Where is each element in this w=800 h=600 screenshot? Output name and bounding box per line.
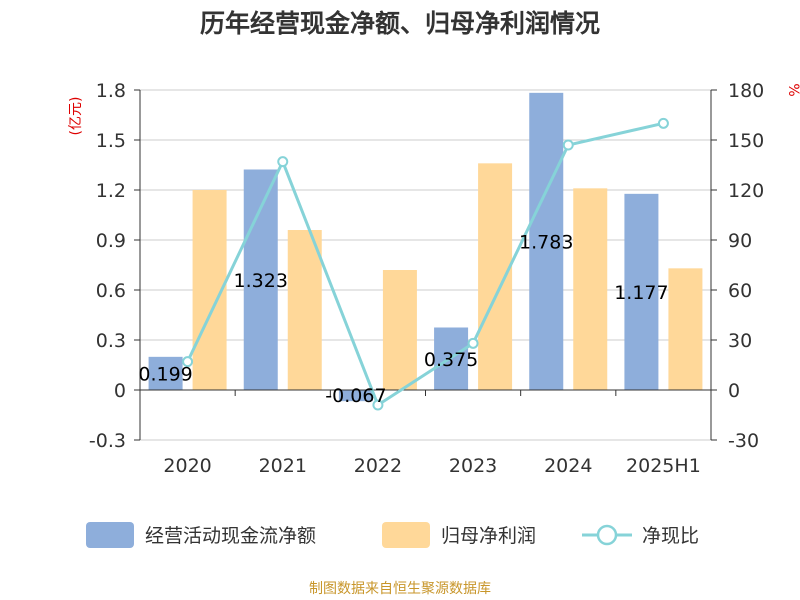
- ratio-line-group: [182, 117, 669, 411]
- y-right-tick-label: 90: [728, 230, 752, 252]
- ratio-point: [562, 139, 574, 151]
- y-left-unit: (亿元): [68, 97, 84, 136]
- legend-item-profit[interactable]: 归母净利润: [382, 522, 536, 548]
- profit-bar: [478, 163, 513, 390]
- legend-label-profit: 归母净利润: [441, 525, 536, 547]
- y-left-tick-label: 0.6: [96, 280, 126, 302]
- profit-bar: [382, 270, 417, 390]
- cash-bar: [624, 193, 659, 390]
- cash-bar-value-label: 0.199: [138, 363, 192, 385]
- ratio-point: [657, 117, 669, 129]
- profit-bar: [573, 188, 608, 390]
- legend-swatch-profit: [382, 522, 430, 548]
- x-tick-label: 2023: [449, 455, 497, 477]
- y-right-tick-label: 30: [728, 330, 752, 352]
- chart-title: 历年经营现金净额、归母净利润情况: [200, 9, 600, 38]
- y-right-unit: %: [785, 83, 800, 96]
- legend-label-cash: 经营活动现金流净额: [145, 525, 316, 547]
- legend-item-cash[interactable]: 经营活动现金流净额: [86, 522, 316, 548]
- y-left-tick-label: 1.5: [96, 130, 126, 152]
- axes: 1.8 1.5 1.2 0.9 0.6 0.3 0 -0.3 180 150 120 90 60 30 0 -…: [89, 80, 764, 477]
- ratio-line: [186, 121, 664, 408]
- y-left-tick-label: -0.3: [89, 430, 126, 452]
- x-tick-label: 2025H1: [626, 455, 701, 477]
- ratio-point: [372, 399, 384, 411]
- profit-bar: [668, 268, 703, 390]
- ratio-point: [182, 356, 194, 368]
- x-tick-label: 2022: [354, 455, 402, 477]
- cash-bar: [338, 390, 373, 402]
- cash-bar-value-label: 0.375: [424, 349, 478, 371]
- y-left-tick-label: 0.9: [96, 230, 126, 252]
- y-left-tick-label: 1.8: [96, 80, 126, 102]
- legend-swatch-ratio-marker: [596, 524, 618, 546]
- data-labels: 0.199 1.323 -0.067 0.375 1.783 1.177: [138, 231, 668, 407]
- y-left-tick-label: 1.2: [96, 180, 126, 202]
- cash-bar-value-label: -0.067: [325, 385, 386, 407]
- cash-bar: [529, 92, 564, 390]
- legend-item-ratio[interactable]: 净现比: [582, 524, 699, 547]
- y-right-tick-label: 60: [728, 280, 752, 302]
- ratio-point: [467, 337, 479, 349]
- y-right-tick-label: 180: [728, 80, 764, 102]
- y-right-tick-label: -30: [728, 430, 759, 452]
- x-tick-label: 2024: [544, 455, 592, 477]
- legend: 经营活动现金流净额 归母净利润 净现比: [86, 522, 699, 548]
- profit-bar: [287, 230, 322, 390]
- y-right-tick-label: 120: [728, 180, 764, 202]
- y-left-tick-label: 0: [114, 380, 126, 402]
- legend-label-ratio: 净现比: [642, 525, 699, 547]
- cash-bar: [148, 356, 183, 390]
- x-tick-label: 2021: [259, 455, 307, 477]
- x-tick-label: 2020: [163, 455, 211, 477]
- cash-bar-value-label: 1.783: [519, 231, 573, 253]
- data-source: 制图数据来自恒生聚源数据库: [309, 581, 491, 597]
- y-right-tick-label: 150: [728, 130, 764, 152]
- y-right-tick-label: 0: [728, 380, 740, 402]
- y-left-tick-label: 0.3: [96, 330, 126, 352]
- cash-bar-value-label: 1.177: [614, 282, 668, 304]
- cash-bar-value-label: 1.323: [234, 270, 288, 292]
- ratio-point: [277, 156, 289, 168]
- legend-swatch-cash: [86, 522, 134, 548]
